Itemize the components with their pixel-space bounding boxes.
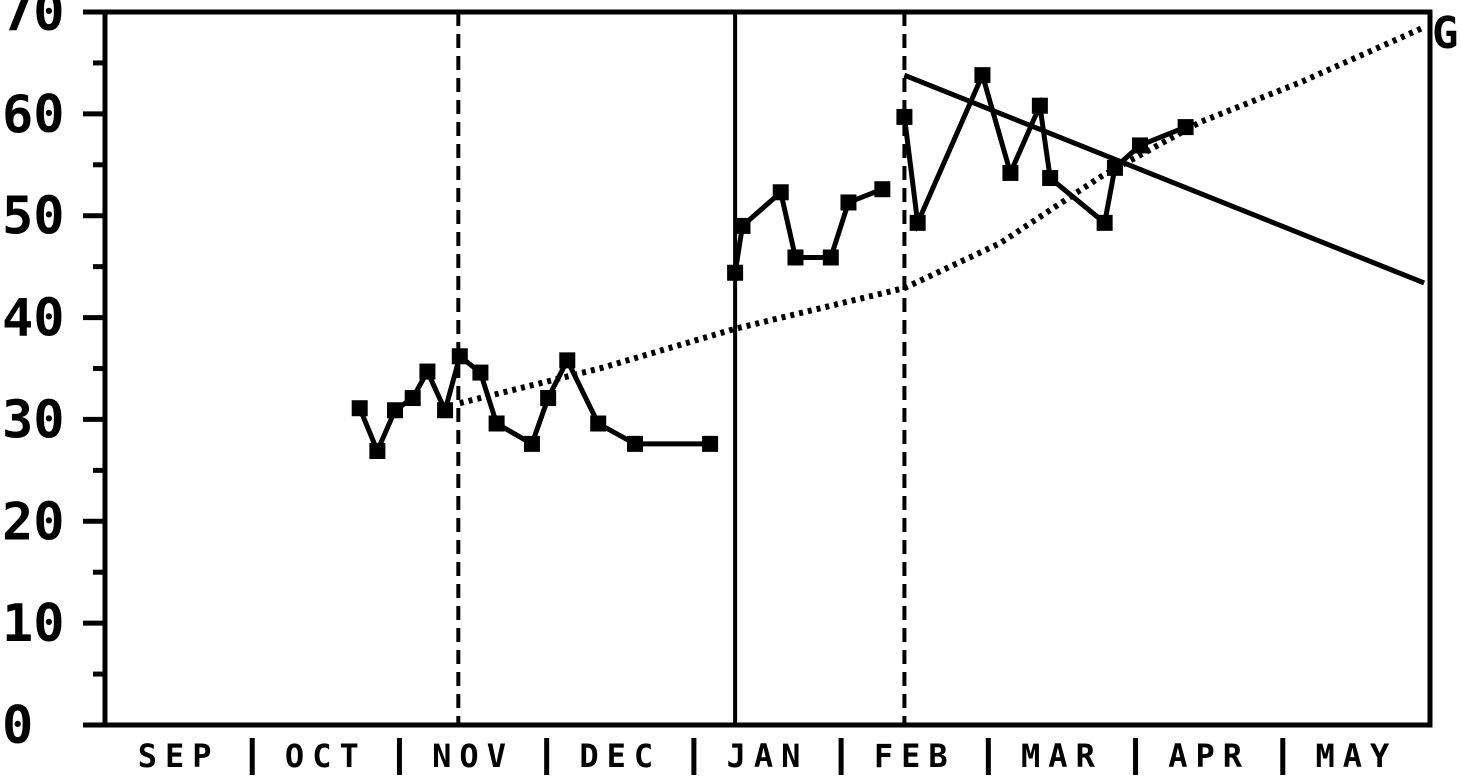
x-tick-label: SEP (138, 737, 220, 775)
x-tick-label: MAY (1315, 737, 1397, 775)
y-tick-label: 30 (2, 390, 65, 450)
point-marker (840, 194, 857, 211)
y-tick-label: 40 (2, 289, 65, 349)
point-marker (369, 443, 386, 460)
y-tick-label: 10 (2, 594, 65, 654)
point-marker (1002, 164, 1019, 181)
point-marker (451, 348, 468, 365)
point-marker (1096, 214, 1113, 231)
point-marker (974, 67, 991, 84)
point-marker (787, 249, 804, 266)
point-marker (909, 214, 926, 231)
point-marker (772, 184, 789, 201)
point-marker (472, 364, 489, 381)
point-marker (523, 435, 540, 452)
y-tick-label: 0 (2, 696, 33, 756)
x-tick-label: APR (1168, 737, 1250, 775)
point-marker (437, 402, 454, 419)
x-tick-label: DEC (579, 737, 661, 775)
point-marker (1042, 170, 1059, 187)
point-marker (822, 249, 839, 266)
x-tick-label: MAR (1021, 737, 1103, 775)
series-line (357, 67, 1187, 458)
point-marker (627, 435, 643, 452)
point-marker (488, 415, 505, 432)
y-tick-label: 20 (2, 492, 65, 552)
point-marker (874, 181, 891, 198)
point-marker (419, 363, 436, 380)
point-marker (387, 402, 404, 419)
y-tick-label: 70 (2, 0, 65, 43)
point-marker (1031, 97, 1048, 114)
series-line (459, 24, 1426, 407)
point-marker (896, 108, 913, 125)
point-marker (540, 390, 557, 407)
point-marker (559, 352, 576, 369)
series-line (903, 72, 1426, 286)
point-marker (1131, 137, 1148, 154)
y-tick-label: 60 (2, 85, 65, 145)
y-tick-label: 50 (2, 187, 65, 247)
x-tick-label: OCT (285, 737, 367, 775)
x-tick-label: JAN (727, 737, 809, 775)
point-marker (404, 390, 421, 407)
plot-frame (102, 9, 1433, 728)
point-marker (351, 400, 368, 417)
corner-label: G (1432, 8, 1459, 59)
x-tick-label: NOV (432, 737, 514, 775)
point-marker (734, 217, 751, 234)
point-marker (590, 415, 607, 432)
point-marker (727, 264, 744, 281)
x-tick-label: FEB (874, 737, 956, 775)
point-marker (702, 435, 719, 452)
